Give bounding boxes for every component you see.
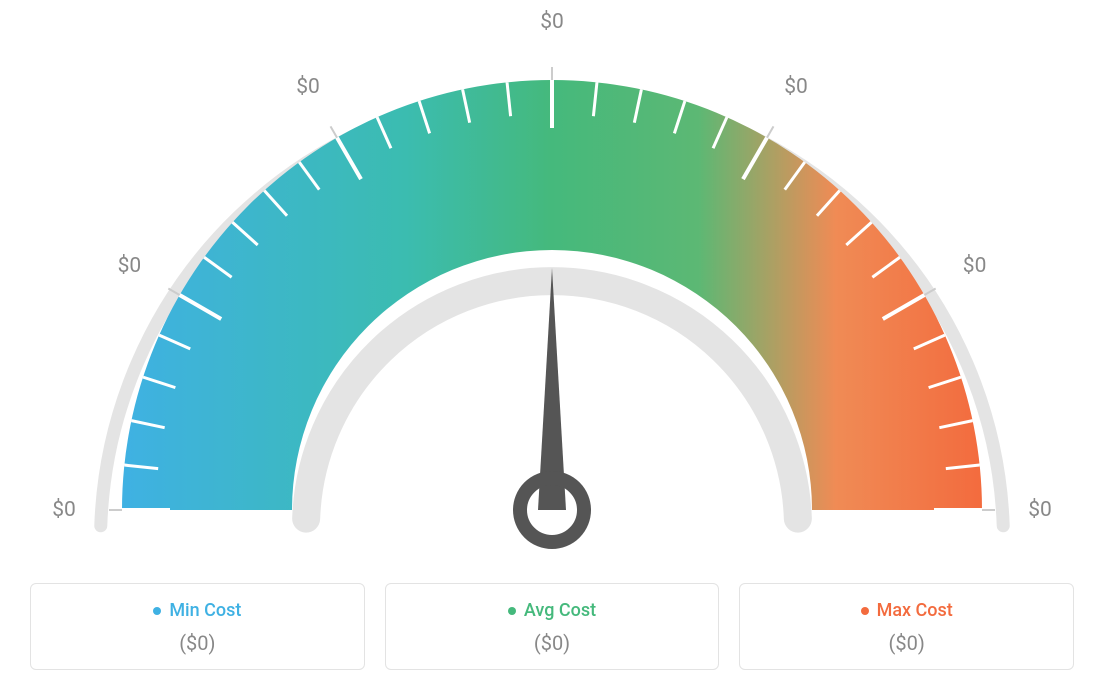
legend-label-avg: Avg Cost [524,600,596,621]
legend-value-max: ($0) [750,631,1063,655]
gauge-scale-label: $0 [1028,498,1052,522]
gauge-scale-label: $0 [296,75,320,99]
legend-row: Min Cost ($0) Avg Cost ($0) Max Cost ($0… [30,583,1074,671]
legend-dot-max [861,607,869,615]
gauge-scale-label: $0 [540,10,564,34]
legend-label-min: Min Cost [169,600,241,621]
legend-title-max: Max Cost [861,600,953,621]
gauge-scale-label: $0 [963,254,987,278]
legend-value-min: ($0) [41,631,354,655]
gauge-svg [0,10,1104,570]
legend-value-avg: ($0) [396,631,709,655]
legend-title-min: Min Cost [153,600,241,621]
gauge-chart: $0 $0 $0 $0 $0 $0 $0 [0,10,1104,570]
legend-title-avg: Avg Cost [508,600,596,621]
legend-dot-min [153,607,161,615]
gauge-scale-label: $0 [784,75,808,99]
legend-card-max: Max Cost ($0) [739,583,1074,671]
legend-card-min: Min Cost ($0) [30,583,365,671]
gauge-scale-label: $0 [52,498,76,522]
cost-gauge-container: $0 $0 $0 $0 $0 $0 $0 Min Cost ($0) Avg Cost ($… [0,0,1104,690]
gauge-scale-label: $0 [118,254,142,278]
legend-card-avg: Avg Cost ($0) [385,583,720,671]
legend-label-max: Max Cost [877,600,953,621]
legend-dot-avg [508,607,516,615]
